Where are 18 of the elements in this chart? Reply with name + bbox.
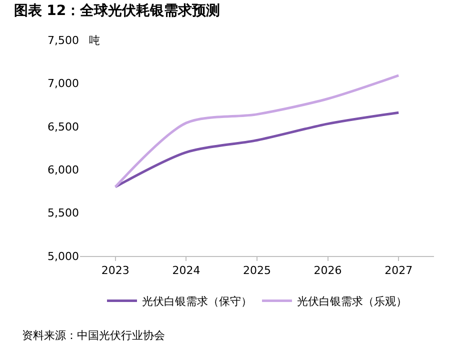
legend-label: 光伏白银需求（乐观） xyxy=(297,295,407,308)
x-tick-label: 2025 xyxy=(243,264,271,278)
x-tick-label: 2027 xyxy=(384,264,413,278)
x-tick-label: 2024 xyxy=(172,264,200,278)
y-tick-label: 6,500 xyxy=(48,120,79,134)
chart-title: 图表 12：全球光伏耗银需求预测 xyxy=(14,2,220,19)
y-tick-label: 5,000 xyxy=(48,250,79,263)
y-tick-label: 6,000 xyxy=(48,163,79,176)
line-series xyxy=(114,111,400,188)
x-tick-label: 2026 xyxy=(314,264,342,278)
y-axis-title: 吨 xyxy=(89,34,100,47)
y-tick-label: 7,000 xyxy=(48,77,79,90)
x-tick-label: 2023 xyxy=(101,264,130,278)
legend-label: 光伏白银需求（保守） xyxy=(142,295,252,308)
y-tick-label: 7,500 xyxy=(48,34,79,47)
line-series xyxy=(114,74,400,188)
y-tick-label: 5,500 xyxy=(48,206,79,220)
text: 资料来源：中国光伏行业协会 xyxy=(22,329,165,341)
